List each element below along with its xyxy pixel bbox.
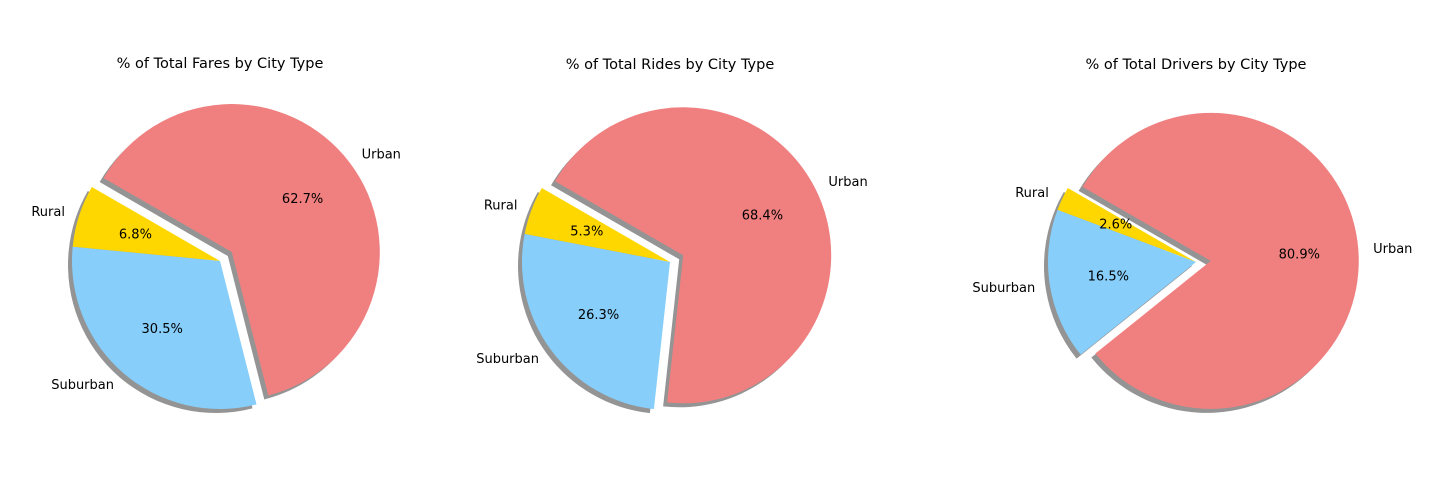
slice-percent-suburban: 30.5%: [142, 322, 183, 337]
slice-percent-urban: 68.4%: [742, 209, 783, 224]
slice-percent-rural: 5.3%: [570, 224, 603, 239]
fares-pie-chart: % of Total Fares by City Type Rural 6.8% S…: [31, 56, 401, 414]
pie-slice-rural: [524, 188, 670, 262]
pie-slice-urban: [103, 104, 380, 396]
slice-percent-rural: 6.8%: [119, 227, 152, 242]
pie-slice-rural: [72, 187, 220, 261]
slice-percent-suburban: 26.3%: [578, 308, 619, 323]
chart-title: % of Total Drivers by City Type: [1086, 57, 1307, 73]
slice-label-urban: Urban: [362, 147, 401, 162]
slice-percent-urban: 80.9%: [1279, 248, 1320, 263]
slice-percent-suburban: 16.5%: [1088, 269, 1129, 284]
slice-label-suburban: Suburban: [476, 352, 539, 367]
slice-label-rural: Rural: [484, 199, 518, 214]
slice-label-suburban: Suburban: [51, 378, 114, 393]
pie-slice-rural: [1057, 188, 1196, 262]
chart-title: % of Total Rides by City Type: [566, 57, 775, 73]
chart-title: % of Total Fares by City Type: [117, 56, 324, 72]
pie-slice-suburban: [72, 246, 257, 410]
slice-label-suburban: Suburban: [972, 281, 1035, 296]
slice-percent-urban: 62.7%: [282, 192, 323, 207]
slice-label-rural: Rural: [31, 205, 65, 220]
slice-label-urban: Urban: [1373, 242, 1412, 257]
slice-percent-rural: 2.6%: [1099, 218, 1132, 233]
slice-label-rural: Rural: [1015, 186, 1049, 201]
slice-label-urban: Urban: [828, 175, 867, 190]
pie-slice-urban: [1082, 112, 1359, 409]
drivers-pie-chart: % of Total Drivers by City Type Rural 2.6…: [972, 57, 1412, 413]
pie-slice-suburban: [522, 233, 670, 410]
rides-pie-chart: % of Total Rides by City Type Rural 5.3% S…: [476, 57, 868, 414]
pie-slice-urban: [555, 107, 832, 404]
pie-slice-suburban: [1047, 209, 1196, 355]
